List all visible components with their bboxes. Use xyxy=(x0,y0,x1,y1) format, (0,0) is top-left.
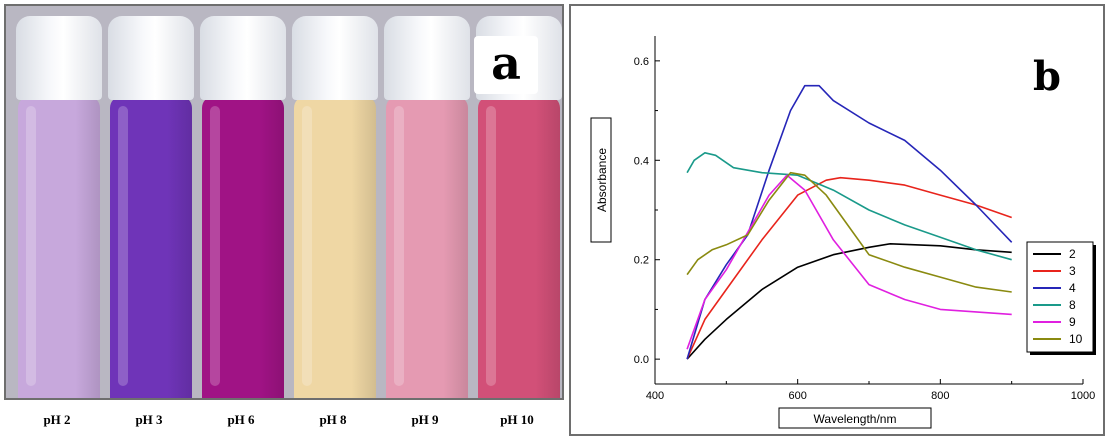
legend-label: 8 xyxy=(1069,298,1076,312)
vial-highlight xyxy=(210,106,220,386)
vial xyxy=(200,16,286,398)
ph-label-row: pH 2 pH 3 pH 6 pH 8 pH 9 pH 10 xyxy=(4,412,564,432)
vial-cap xyxy=(16,16,102,100)
vial-solution xyxy=(386,96,468,398)
vial xyxy=(292,16,378,398)
series-line-ph-8 xyxy=(686,152,1012,261)
vial-highlight xyxy=(486,106,496,386)
vial-solution xyxy=(202,96,284,398)
legend-label: 4 xyxy=(1069,281,1076,295)
y-axis-title: Absorbance xyxy=(595,148,609,212)
x-axis-title: Wavelength/nm xyxy=(814,412,897,426)
vial-cap xyxy=(200,16,286,100)
ph-label: pH 9 xyxy=(411,412,439,427)
series-line-ph-4 xyxy=(686,84,1013,360)
series-line-ph-3 xyxy=(686,176,1012,360)
vial-solution xyxy=(478,96,560,398)
legend-label: 3 xyxy=(1069,264,1076,278)
absorbance-chart: b 0.0 0.2 0.4 0.6 400 600 800 1000 Absorbance Wav… xyxy=(590,36,1096,429)
series-line-ph-9 xyxy=(686,174,1012,350)
vial-photo-panel: a xyxy=(4,4,564,400)
y-tick-label: 0.6 xyxy=(634,56,649,68)
x-tick-label: 1000 xyxy=(1071,390,1095,402)
ph-label: pH 6 xyxy=(227,412,255,427)
vial xyxy=(384,16,470,398)
vial-solution xyxy=(18,96,100,398)
legend-label: 2 xyxy=(1069,247,1076,261)
y-axis-title-group: Absorbance xyxy=(590,117,612,243)
series-line-ph-2 xyxy=(686,243,1012,360)
x-axis-title-box xyxy=(778,407,932,429)
x-tick-label: 400 xyxy=(646,390,664,402)
vial-row xyxy=(6,6,562,398)
panel-a-letter: a xyxy=(474,36,538,94)
vial-highlight xyxy=(302,106,312,386)
series-line-ph-10 xyxy=(686,171,1012,293)
ph-label: pH 8 xyxy=(319,412,347,427)
ph-label: pH 2 xyxy=(43,412,71,427)
ph-label: pH 10 xyxy=(500,412,534,427)
legend-label: 10 xyxy=(1069,332,1083,346)
vial-solution xyxy=(110,96,192,398)
x-tick-label: 800 xyxy=(931,390,949,402)
vial-cap xyxy=(108,16,194,100)
vial-solution xyxy=(294,96,376,398)
absorbance-chart-panel: b 0.0 0.2 0.4 0.6 400 600 800 1000 Absorbance Wav… xyxy=(569,4,1105,436)
vial xyxy=(108,16,194,398)
x-axis-title-group: Wavelength/nm xyxy=(778,407,932,429)
y-tick-label: 0.2 xyxy=(634,255,649,267)
vial-cap xyxy=(384,16,470,100)
vial xyxy=(16,16,102,398)
legend-label: 9 xyxy=(1069,315,1076,329)
legend-box xyxy=(1026,241,1094,353)
vial-highlight xyxy=(394,106,404,386)
vial-highlight xyxy=(118,106,128,386)
y-tick-label: 0.4 xyxy=(634,155,649,167)
vial-highlight xyxy=(26,106,36,386)
ph-label: pH 3 xyxy=(135,412,163,427)
x-tick-label: 600 xyxy=(788,390,806,402)
y-tick-label: 0.0 xyxy=(634,354,649,366)
panel-b-letter: b xyxy=(1033,53,1061,100)
vial xyxy=(476,16,562,398)
y-axis-title-box xyxy=(590,117,612,243)
vial-cap xyxy=(292,16,378,100)
